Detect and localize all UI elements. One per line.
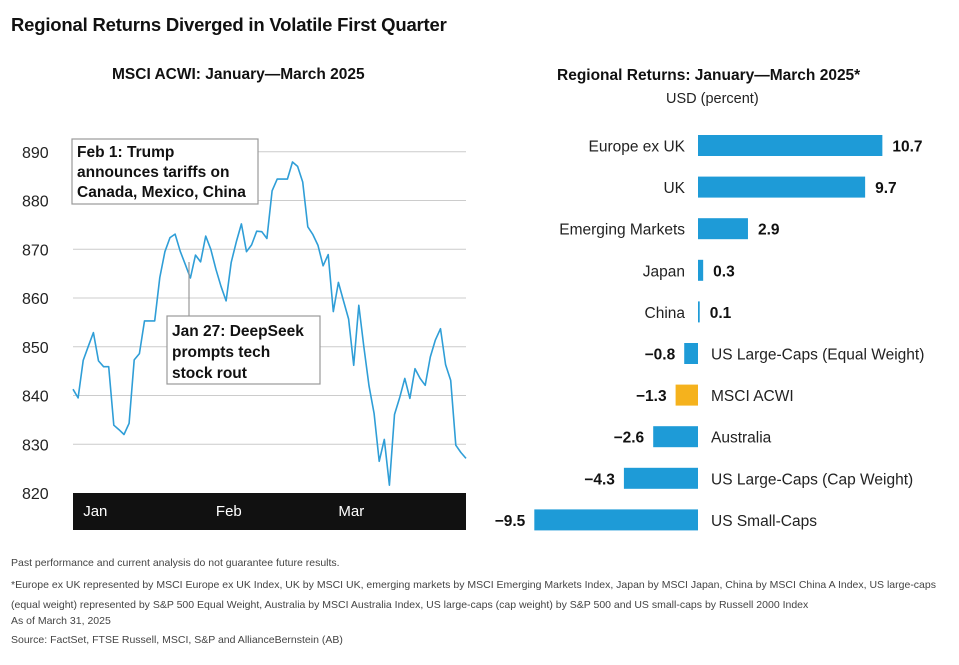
acwi-series-line (72, 161, 467, 487)
annotation-box-feb1 (71, 138, 259, 205)
y-tick-label: 880 (22, 194, 49, 211)
annotation-text-jan27: Jan 27: DeepSeek (172, 323, 304, 340)
bar (698, 218, 748, 240)
y-tick-label: 890 (22, 145, 49, 162)
annotation-text-jan27: prompts tech (172, 344, 270, 361)
value-label: 10.7 (892, 139, 922, 156)
value-label: −4.3 (584, 471, 615, 488)
footer-source: Source: FactSet, FTSE Russell, MSCI, S&P… (11, 634, 343, 646)
value-label: −1.3 (636, 388, 667, 405)
value-label: 0.3 (713, 263, 735, 280)
bar (675, 384, 698, 406)
annotation-text-feb1: Canada, Mexico, China (77, 184, 246, 201)
y-tick-label: 840 (22, 389, 49, 406)
y-tick-label: 860 (22, 291, 49, 308)
charts-canvas: 820 830 840 850 860 870 880 890 Jan Feb Mar Feb 1: … (22, 135, 924, 531)
bar (623, 467, 698, 489)
y-tick-label: 830 (22, 437, 49, 454)
right-chart-title: Regional Returns: January—March 2025* (557, 67, 861, 84)
x-tick-label: Mar (338, 503, 364, 520)
x-tick-label: Jan (83, 503, 107, 520)
category-label: Europe ex UK (589, 139, 686, 156)
line-chart: 820 830 840 850 860 870 880 890 Jan Feb Mar Feb 1: … (22, 138, 467, 530)
value-label: 9.7 (875, 180, 897, 197)
page-title: Regional Returns Diverged in Volatile Fi… (11, 14, 447, 35)
left-chart-title: MSCI ACWI: January—March 2025 (112, 66, 365, 83)
value-label: −0.8 (645, 347, 676, 364)
x-axis-band (73, 493, 466, 530)
category-label: UK (663, 180, 685, 197)
annotation-box-jan27 (166, 315, 321, 385)
category-label: MSCI ACWI (711, 388, 794, 405)
x-tick-label: Feb (216, 503, 242, 520)
bar (698, 259, 704, 281)
category-label: Australia (711, 430, 772, 447)
category-label: China (645, 305, 686, 322)
annotation-text-jan27: stock rout (172, 365, 247, 382)
category-label: Emerging Markets (559, 222, 685, 239)
category-label: US Small-Caps (711, 513, 817, 530)
bar (653, 426, 698, 448)
y-tick-label: 820 (22, 486, 49, 503)
bar (684, 343, 698, 364)
footer-as-of: As of March 31, 2025 (11, 615, 111, 627)
category-label: Japan (643, 263, 685, 280)
bar (698, 176, 866, 198)
value-label: 0.1 (710, 305, 732, 322)
right-chart-units: USD (percent) (666, 91, 759, 107)
footer-note: *Europe ex UK represented by MSCI Europe… (11, 579, 936, 611)
y-tick-label: 870 (22, 242, 49, 259)
bar (698, 301, 700, 323)
bar-chart: Europe ex UK 10.7 UK 9.7 Emerging Markets 2.9… (495, 135, 924, 531)
bar (698, 135, 883, 156)
annotation-text-feb1: announces tariffs on (77, 164, 229, 181)
value-label: −9.5 (495, 513, 526, 530)
annotation-text-feb1: Feb 1: Trump (77, 144, 174, 161)
value-label: −2.6 (614, 430, 645, 447)
bar (534, 509, 698, 531)
category-label: US Large-Caps (Cap Weight) (711, 471, 913, 488)
category-label: US Large-Caps (Equal Weight) (711, 347, 924, 364)
y-tick-label: 850 (22, 340, 49, 357)
footer-disclaimer: Past performance and current analysis do… (11, 557, 340, 569)
value-label: 2.9 (758, 222, 780, 239)
